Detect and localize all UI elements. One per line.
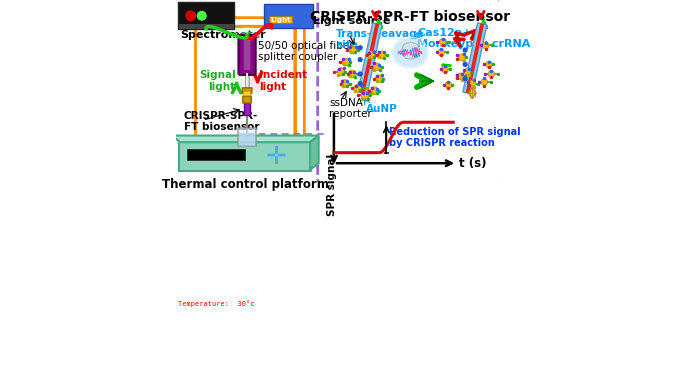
FancyBboxPatch shape	[264, 4, 313, 28]
Text: Temperature:  30°c: Temperature: 30°c	[178, 301, 254, 308]
Circle shape	[481, 79, 487, 86]
Circle shape	[358, 82, 362, 86]
Circle shape	[439, 39, 446, 45]
Bar	[245, 73, 249, 91]
Circle shape	[338, 68, 345, 75]
Circle shape	[438, 49, 445, 56]
Circle shape	[358, 72, 362, 76]
Bar	[240, 133, 254, 146]
Ellipse shape	[231, 74, 242, 91]
Ellipse shape	[392, 37, 428, 68]
Ellipse shape	[240, 32, 254, 44]
Text: Light: Light	[270, 16, 291, 23]
Circle shape	[358, 46, 362, 50]
Bar	[194, 26, 295, 155]
Ellipse shape	[233, 28, 261, 49]
Polygon shape	[463, 23, 487, 94]
Polygon shape	[364, 87, 371, 99]
Bar	[269, 16, 292, 23]
Circle shape	[463, 63, 467, 66]
FancyBboxPatch shape	[178, 2, 234, 29]
Polygon shape	[310, 136, 319, 170]
Ellipse shape	[251, 73, 264, 92]
Circle shape	[358, 58, 362, 62]
Bar	[238, 128, 256, 130]
Polygon shape	[402, 42, 420, 59]
Text: SPR signal: SPR signal	[327, 154, 337, 216]
Circle shape	[348, 70, 356, 78]
Text: CRISPR-SPR-FT biosensor: CRISPR-SPR-FT biosensor	[310, 10, 510, 24]
Text: Reduction of SPR signal
by CRISPR reaction: Reduction of SPR signal by CRISPR reacti…	[389, 127, 520, 148]
Ellipse shape	[395, 39, 426, 66]
Circle shape	[463, 48, 467, 52]
FancyBboxPatch shape	[180, 141, 311, 171]
Text: Spectrometer: Spectrometer	[180, 30, 265, 40]
Circle shape	[488, 71, 495, 77]
FancyBboxPatch shape	[318, 0, 501, 184]
Circle shape	[354, 84, 362, 92]
Bar	[244, 103, 250, 115]
Text: Light source: Light source	[313, 16, 391, 26]
Polygon shape	[468, 87, 476, 99]
Circle shape	[349, 46, 357, 54]
Circle shape	[483, 42, 489, 49]
Polygon shape	[466, 23, 484, 94]
Circle shape	[469, 80, 476, 87]
Circle shape	[486, 61, 492, 68]
Bar	[238, 128, 256, 146]
Bar	[246, 73, 248, 91]
FancyBboxPatch shape	[243, 96, 251, 103]
Text: CRISPR-SPR-
FT biosensor: CRISPR-SPR- FT biosensor	[184, 111, 259, 133]
Text: ssDNA
reporter: ssDNA reporter	[329, 98, 372, 120]
Circle shape	[458, 54, 465, 61]
Circle shape	[371, 87, 378, 94]
Text: Signal
light: Signal light	[199, 70, 236, 92]
Text: t (s): t (s)	[459, 157, 487, 170]
Circle shape	[441, 66, 448, 73]
Circle shape	[186, 11, 196, 21]
Circle shape	[445, 82, 452, 88]
Bar	[188, 149, 244, 160]
Polygon shape	[358, 23, 382, 94]
Circle shape	[457, 73, 464, 80]
Circle shape	[375, 75, 383, 83]
Circle shape	[341, 80, 349, 87]
FancyBboxPatch shape	[238, 35, 256, 75]
Text: Incident
light: Incident light	[259, 70, 307, 92]
Text: ✛: ✛	[265, 144, 286, 168]
Circle shape	[463, 77, 467, 81]
Polygon shape	[360, 23, 379, 94]
Bar	[179, 24, 234, 29]
Circle shape	[367, 51, 375, 59]
Circle shape	[464, 68, 471, 75]
FancyBboxPatch shape	[242, 88, 252, 94]
Text: Thermal control platform: Thermal control platform	[162, 178, 329, 191]
Polygon shape	[171, 136, 319, 142]
Circle shape	[378, 51, 385, 59]
Text: Trans-cleavage
site: Trans-cleavage site	[336, 29, 425, 50]
FancyBboxPatch shape	[244, 40, 250, 70]
Text: 50/50 optical fiber
splitter coupler: 50/50 optical fiber splitter coupler	[258, 41, 353, 62]
Circle shape	[373, 63, 381, 71]
FancyBboxPatch shape	[243, 91, 251, 96]
Circle shape	[342, 58, 350, 66]
Circle shape	[198, 11, 206, 20]
Text: AuNP: AuNP	[367, 104, 398, 114]
Text: Cas12a+
Monkeypox crRNA: Cas12a+ Monkeypox crRNA	[417, 28, 531, 49]
Circle shape	[361, 92, 369, 99]
